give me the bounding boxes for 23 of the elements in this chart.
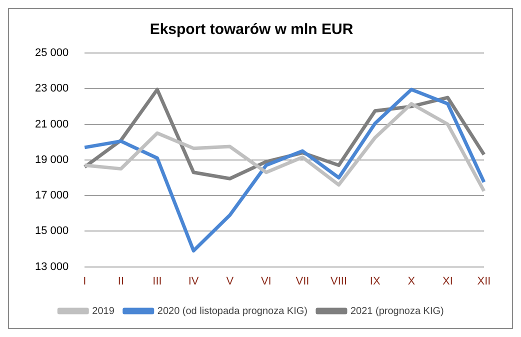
x-tick-label: VIII: [330, 275, 348, 288]
y-tick-label: 21 000: [34, 118, 69, 130]
y-tick-label: 13 000: [34, 260, 69, 273]
x-tick-label: I: [83, 275, 86, 288]
x-tick-label: XI: [442, 275, 453, 288]
y-tick-label: 19 000: [34, 154, 69, 166]
x-tick-label: IX: [370, 275, 381, 288]
legend-label: 2021 (prognoza KIG): [350, 306, 444, 317]
y-tick-label: 23 000: [34, 82, 69, 95]
y-tick-label: 15 000: [34, 225, 69, 238]
y-tick-label: 25 000: [34, 47, 69, 60]
x-tick-label: V: [226, 275, 234, 288]
x-tick-label: VI: [260, 275, 272, 288]
y-tick-label: 17 000: [34, 190, 69, 202]
x-tick-label: II: [118, 275, 124, 288]
x-tick-label: VII: [296, 275, 310, 288]
x-tick-label: III: [152, 275, 162, 288]
x-tick-label: IV: [188, 275, 200, 288]
x-tick-label: X: [408, 275, 416, 288]
x-tick-label: XII: [477, 275, 491, 288]
chart-title: Eksport towarów w mln EUR: [150, 21, 354, 38]
legend-label: 2020 (od listopada prognoza KIG): [157, 306, 308, 317]
legend-label: 2019: [92, 306, 115, 317]
